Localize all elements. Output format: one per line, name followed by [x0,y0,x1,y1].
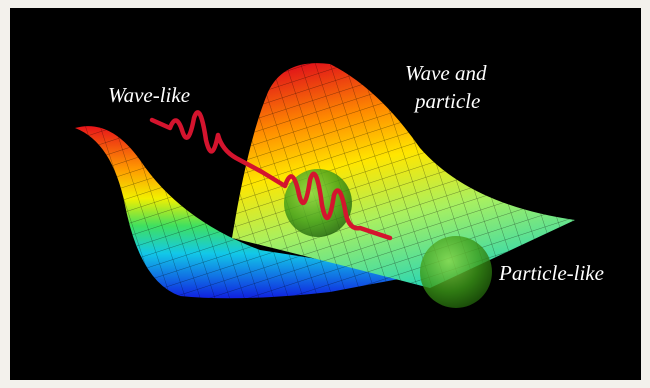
label: particle [413,89,480,113]
label: Particle-like [498,261,604,285]
label: Wave-like [108,83,190,107]
page: Wave-like Wave and particle Particle-lik… [0,0,650,388]
illustration: Wave-like Wave and particle Particle-lik… [0,0,650,388]
particle-sphere [420,236,492,308]
label: Wave and [405,61,487,85]
